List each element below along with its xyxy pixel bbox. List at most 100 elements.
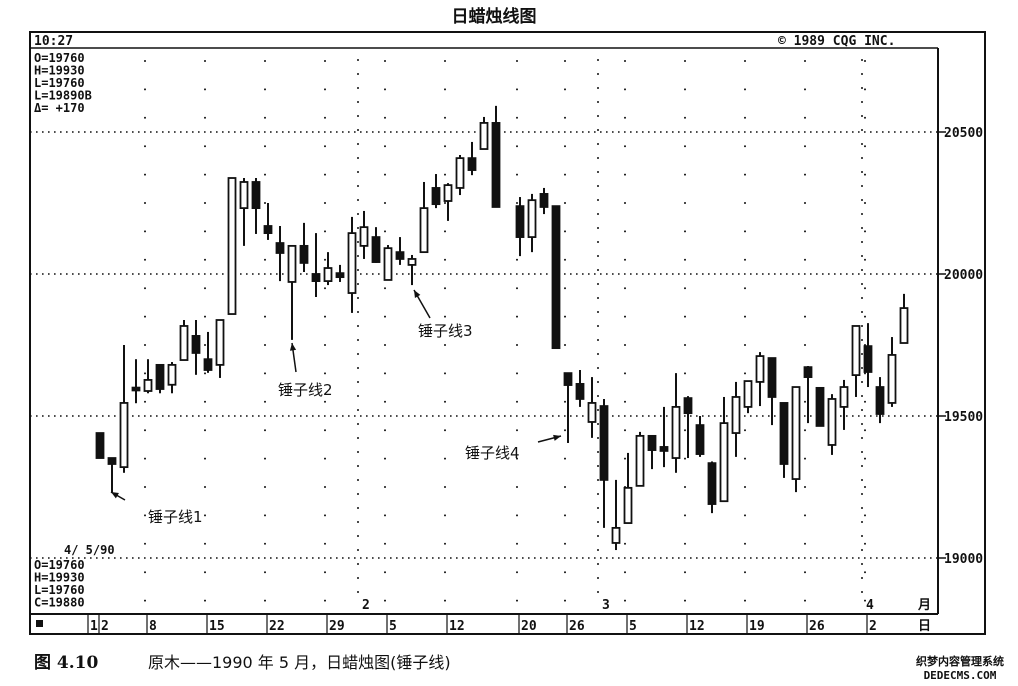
- grid-dot: [444, 145, 446, 148]
- candle-body-black: [395, 251, 405, 260]
- grid-dot: [264, 258, 266, 261]
- arrow-head-icon: [553, 434, 561, 441]
- grid-dot: [204, 429, 206, 432]
- candle: [635, 431, 645, 487]
- grid-dot: [864, 400, 866, 403]
- grid-dot: [324, 60, 326, 62]
- grid-dot: [144, 173, 146, 176]
- grid-dot: [324, 287, 326, 290]
- grid-dot: [324, 258, 326, 261]
- candle: [815, 386, 825, 427]
- candle: [227, 177, 237, 315]
- grid-dot: [204, 571, 206, 574]
- grid-dot: [264, 145, 266, 148]
- month-grid-dot: [357, 311, 359, 313]
- grid-dot: [444, 202, 446, 204]
- month-grid-dot: [861, 353, 863, 355]
- grid-dot: [516, 429, 518, 432]
- candle: [287, 244, 297, 340]
- grid-dot: [324, 173, 326, 176]
- grid-dot: [804, 258, 806, 261]
- grid-dot: [444, 315, 446, 318]
- grid-dot: [516, 514, 518, 517]
- grid-dot: [324, 400, 326, 403]
- grid-dot: [564, 145, 566, 148]
- month-grid-dot: [597, 115, 599, 117]
- grid-dot: [384, 542, 386, 545]
- month-grid-dot: [597, 465, 599, 467]
- x-tick-label: 19: [749, 619, 765, 634]
- x-axis: 1 2 8 15 22 29 5 12 20 26 5 12 19 26 22 3 4 月日: [36, 598, 931, 634]
- grid-dot: [144, 372, 146, 375]
- grid-dot: [864, 145, 866, 148]
- candle-body-white: [827, 398, 837, 446]
- month-grid-dot: [861, 87, 863, 89]
- grid-dot: [516, 457, 518, 460]
- candle-body-black: [599, 405, 609, 481]
- month-grid-dot: [597, 171, 599, 173]
- month-grid-dot: [861, 283, 863, 285]
- grid-dot: [144, 258, 146, 261]
- candle: [467, 141, 477, 176]
- grid-dot: [804, 315, 806, 318]
- grid-dot: [444, 116, 446, 119]
- chart-title: 日蜡烛线图: [452, 6, 537, 27]
- grid-dot: [384, 599, 386, 602]
- candle: [887, 337, 897, 407]
- grid-dot: [564, 429, 566, 432]
- month-grid-dot: [861, 171, 863, 173]
- grid-dot: [864, 514, 866, 517]
- month-grid-dot: [861, 493, 863, 495]
- candle-body-black: [803, 366, 813, 378]
- x-tick-label: 20: [521, 619, 537, 634]
- grid-dot: [384, 202, 386, 204]
- grid-dot: [624, 202, 626, 204]
- grid-dot: [324, 457, 326, 460]
- grid-dot: [264, 514, 266, 517]
- candle-body-black: [707, 462, 717, 505]
- grid-dot: [744, 429, 746, 432]
- grid-dot: [804, 202, 806, 204]
- candle: [659, 406, 669, 468]
- month-grid-dot: [357, 521, 359, 523]
- month-grid-dot: [861, 255, 863, 257]
- annotation-label: 锤子线3: [418, 322, 473, 340]
- month-grid-dot: [597, 577, 599, 579]
- month-grid-dot: [597, 297, 599, 299]
- candle: [167, 362, 177, 394]
- grid-dot: [264, 287, 266, 290]
- month-grid-dot: [357, 563, 359, 565]
- readout-line: L=19760: [34, 583, 85, 597]
- grid-dot: [444, 486, 446, 488]
- grid-dot: [744, 571, 746, 574]
- grid-dot: [444, 542, 446, 545]
- grid-dot: [144, 202, 146, 204]
- candle: [791, 386, 801, 493]
- grid-dot: [624, 145, 626, 148]
- grid-dot: [804, 457, 806, 460]
- grid-dot: [684, 88, 686, 91]
- grid-dot: [204, 457, 206, 460]
- grid-dot: [264, 344, 266, 346]
- month-grid-dot: [597, 227, 599, 229]
- month-grid-dot: [597, 381, 599, 383]
- grid-dot: [204, 258, 206, 261]
- grid-dot: [204, 400, 206, 403]
- candle: [563, 372, 573, 443]
- grid-dot: [144, 287, 146, 290]
- candle: [647, 434, 657, 470]
- grid-dot: [384, 173, 386, 176]
- grid-dot: [564, 202, 566, 204]
- scroll-marker-icon[interactable]: [36, 620, 43, 627]
- month-grid-dot: [597, 451, 599, 453]
- grid-dot: [516, 344, 518, 346]
- grid-dot: [804, 514, 806, 517]
- candle: [395, 237, 405, 265]
- grid-dot: [864, 202, 866, 204]
- grid-dot: [384, 372, 386, 375]
- grid-dot: [384, 60, 386, 62]
- candle: [719, 396, 729, 503]
- grid-dot: [144, 400, 146, 403]
- x-tick-label: 26: [809, 619, 825, 634]
- candle-body-white: [143, 379, 153, 392]
